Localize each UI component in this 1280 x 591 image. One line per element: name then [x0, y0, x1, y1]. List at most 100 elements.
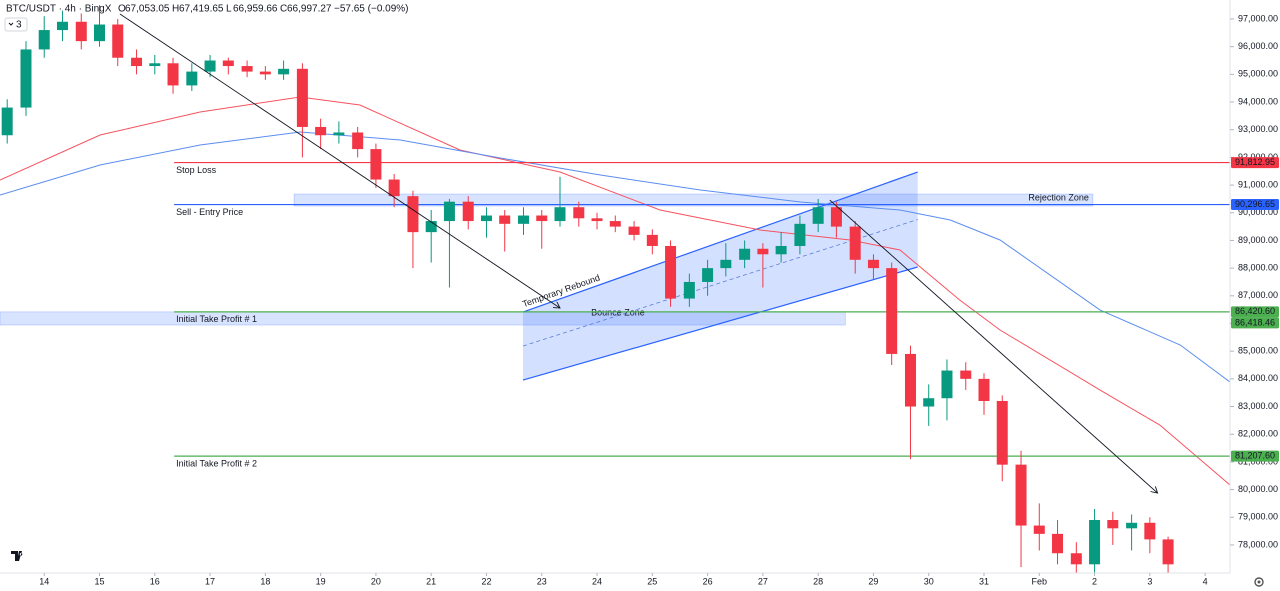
x-tick-label: 16: [150, 576, 160, 586]
ohlc-value: 66,997.27: [287, 4, 332, 15]
candle-body: [75, 21, 87, 42]
indicator-toggle[interactable]: 3: [4, 17, 28, 32]
gear-icon[interactable]: [1254, 577, 1264, 587]
x-tick-label: 14: [39, 576, 49, 586]
price-tag: [1231, 306, 1279, 318]
candle-body: [241, 66, 253, 72]
candle-body: [996, 400, 1008, 465]
price-tag-label: 86,420.60: [1235, 306, 1275, 316]
y-tick-label: 94,000.00: [1238, 96, 1278, 106]
candle-body: [628, 226, 640, 235]
x-tick-label: 3: [1147, 576, 1152, 586]
candle-body: [849, 226, 861, 260]
candle-body: [665, 245, 677, 299]
price-tag: [1231, 157, 1279, 169]
candle-body: [20, 49, 32, 108]
candle-body: [1144, 522, 1156, 540]
gear-center: [1257, 580, 1261, 584]
candle-body: [204, 60, 216, 72]
indicator-button[interactable]: [4, 17, 28, 32]
candle-body: [333, 132, 345, 136]
candle-body: [1052, 533, 1064, 554]
x-tick-label: 23: [537, 576, 547, 586]
y-tick-label: 88,000.00: [1238, 262, 1278, 272]
level-label: Stop Loss: [176, 165, 217, 175]
candle-body: [462, 201, 474, 222]
candle-body: [646, 234, 658, 246]
x-tick-label: 29: [868, 576, 878, 586]
candle-body: [259, 71, 271, 75]
level-label: Initial Take Profit # 1: [176, 314, 257, 324]
candle-body: [554, 207, 566, 222]
level-label: Sell - Entry Price: [176, 207, 243, 217]
x-tick-label: 4: [1203, 576, 1208, 586]
x-tick-label: 28: [813, 576, 823, 586]
y-tick-label: 78,000.00: [1238, 539, 1278, 549]
ohlc-value: 67,053.05: [125, 4, 170, 15]
x-tick-label: 26: [703, 576, 713, 586]
candle-body: [480, 215, 492, 222]
x-tick-label: 2: [1092, 576, 1097, 586]
price-tag: [1231, 317, 1279, 329]
candle-body: [720, 259, 732, 269]
ohlc-value: 66,959.66: [233, 4, 278, 15]
candle-body: [186, 71, 198, 86]
y-tick-label: 95,000.00: [1238, 69, 1278, 79]
price-tag: [1231, 450, 1279, 462]
symbol-title: BTC/USDT · 4h · BingX: [6, 4, 112, 15]
ohlc-label: H: [172, 4, 179, 15]
legend-header: BTC/USDT · 4h · BingX O 67,053.05 H 67,419.…: [6, 4, 409, 15]
candle-body: [536, 215, 548, 222]
zone: [293, 193, 1094, 207]
candle-body: [683, 281, 695, 299]
x-tick-label: 20: [371, 576, 381, 586]
tv-logo[interactable]: [11, 551, 23, 561]
candle-body: [867, 259, 879, 269]
candle-body: [56, 21, 68, 31]
x-tick-label: 19: [316, 576, 326, 586]
change-value: −57.65 (−0.09%): [334, 4, 409, 15]
candle-body: [370, 149, 382, 180]
y-tick-label: 92,000.00: [1238, 152, 1278, 162]
x-tick-label: 22: [481, 576, 491, 586]
candle-body: [573, 207, 585, 219]
candle-body: [518, 215, 530, 224]
price-tag-label: 81,207.60: [1235, 451, 1275, 461]
candle-body: [38, 30, 50, 50]
candle-body: [222, 60, 234, 67]
candle-body: [978, 378, 990, 401]
logo-mark[interactable]: [11, 551, 23, 561]
candle-body: [131, 57, 143, 67]
candle-body: [1033, 525, 1045, 534]
candle-body: [425, 221, 437, 233]
y-tick-label: 87,000.00: [1238, 290, 1278, 300]
x-tick-label: Feb: [1032, 576, 1048, 586]
candle-body: [278, 68, 290, 75]
price-tag-label: 90,296.65: [1235, 199, 1275, 209]
channel-fill: [522, 172, 918, 381]
x-tick-label: 21: [426, 576, 436, 586]
ohlc-label: O: [118, 4, 126, 15]
candle-body: [94, 24, 106, 42]
channel-upper: [522, 171, 918, 313]
candle-body: [167, 63, 179, 86]
x-tick-label: 30: [924, 576, 934, 586]
y-tick-label: 90,000.00: [1238, 207, 1278, 217]
settings[interactable]: [1254, 577, 1264, 587]
candle-body: [775, 245, 787, 255]
candle-body: [315, 126, 327, 136]
y-tick-label: 97,000.00: [1238, 13, 1278, 23]
y-tick-label: 80,000.00: [1238, 484, 1278, 494]
candle-body: [794, 223, 806, 246]
y-tick-label: 89,000.00: [1238, 235, 1278, 245]
zone-label: Rejection Zone: [1028, 192, 1089, 202]
x-tick-label: 17: [205, 576, 215, 586]
x-tick-label: 18: [260, 576, 270, 586]
ohlc-label: L: [226, 4, 232, 15]
chevron-icon: [8, 22, 14, 26]
candle-body: [739, 248, 751, 260]
ohlc-value: 67,419.65: [179, 4, 224, 15]
